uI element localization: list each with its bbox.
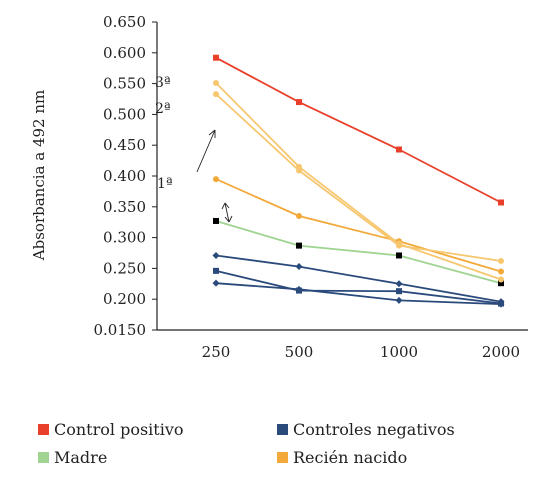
markers-group: [212, 54, 505, 308]
annotation-second: 2ª: [155, 101, 171, 117]
data-point: [396, 252, 402, 259]
data-point: [395, 296, 403, 304]
x-tick-label: 2000: [482, 343, 520, 361]
y-tick-label: 0.250: [103, 259, 146, 277]
arrow-double-heads: [221, 202, 233, 223]
y-tick-label: 0.600: [103, 44, 146, 62]
data-point: [498, 280, 504, 287]
data-point: [295, 263, 303, 271]
series-line: [215, 282, 502, 305]
data-point: [498, 276, 504, 283]
data-point: [212, 251, 220, 259]
data-point: [498, 268, 504, 275]
series-line: [215, 270, 502, 305]
series-line: [215, 220, 502, 285]
series-line: [215, 254, 502, 303]
x-tick-label: 250: [202, 343, 231, 361]
data-point: [213, 54, 219, 61]
data-point: [395, 280, 403, 288]
y-tick-label: 0.500: [103, 105, 146, 123]
series-line: [215, 82, 502, 281]
y-tick-label: 0.400: [103, 167, 146, 185]
data-point: [213, 267, 219, 274]
annotations: 3ª 2ª 1ª: [155, 75, 233, 223]
data-point: [296, 213, 302, 220]
y-tick-label: 0.550: [103, 75, 146, 93]
x-ticks: 250 500 1000 2000: [202, 343, 520, 361]
y-tick-label: 0.0150: [94, 321, 147, 339]
y-tick-label: 0.650: [103, 13, 146, 31]
x-tick-label: 1000: [380, 343, 418, 361]
data-point: [213, 91, 219, 98]
series-line: [215, 178, 502, 273]
arrow-long-head: [208, 129, 216, 138]
y-tick-label: 0.450: [103, 136, 146, 154]
data-point: [396, 146, 402, 153]
arrow-double: [224, 202, 230, 223]
y-ticks: 0.650 0.600 0.550 0.500 0.450 0.400 0.350 0.300…: [94, 13, 157, 339]
series-line: [215, 56, 502, 204]
data-point: [213, 79, 219, 86]
data-point: [296, 242, 302, 249]
data-point: [498, 199, 504, 206]
data-point: [295, 285, 303, 293]
data-point: [497, 300, 505, 308]
series-group: [215, 56, 502, 305]
data-point: [296, 163, 302, 170]
y-tick-label: 0.350: [103, 198, 146, 216]
y-tick-label: 0.200: [103, 290, 146, 308]
data-point: [213, 176, 219, 183]
arrow-long: [196, 129, 216, 173]
series-line: [215, 93, 502, 262]
annotation-third: 3ª: [155, 75, 171, 91]
y-tick-label: 0.300: [103, 229, 146, 247]
y-axis-label: Absorbancia a 492 nm: [30, 90, 48, 261]
data-point: [396, 240, 402, 247]
data-point: [498, 258, 504, 265]
data-point: [396, 288, 402, 295]
data-point: [296, 99, 302, 106]
x-tick-label: 500: [285, 343, 314, 361]
data-point: [213, 217, 219, 224]
data-point: [212, 279, 220, 287]
annotation-first: 1ª: [157, 176, 173, 192]
